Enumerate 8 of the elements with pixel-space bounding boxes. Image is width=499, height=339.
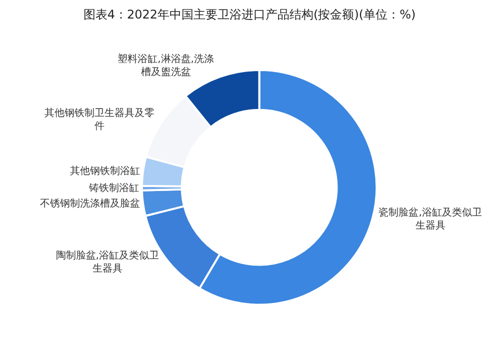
slice-label: 其他钢铁制卫生器具及零件 — [44, 107, 155, 132]
slice-label: 塑料浴缸,淋浴盘,洗涤槽及盥洗盆 — [118, 53, 214, 78]
slice-label: 瓷制脸盆,浴缸及类似卫生器具 — [378, 206, 482, 232]
slice-label: 其他钢铁制浴缸 — [70, 165, 140, 178]
slice-label: 不锈钢制洗涤槽及脸盆 — [40, 197, 140, 210]
slice-label: 铸铁制浴缸 — [88, 182, 139, 194]
slice-label: 陶制脸盆,浴缸及类似卫生器具 — [56, 250, 159, 275]
chart-title: 图表4：2022年中国主要卫浴进口产品结构(按金额)(单位：%) — [83, 8, 416, 22]
